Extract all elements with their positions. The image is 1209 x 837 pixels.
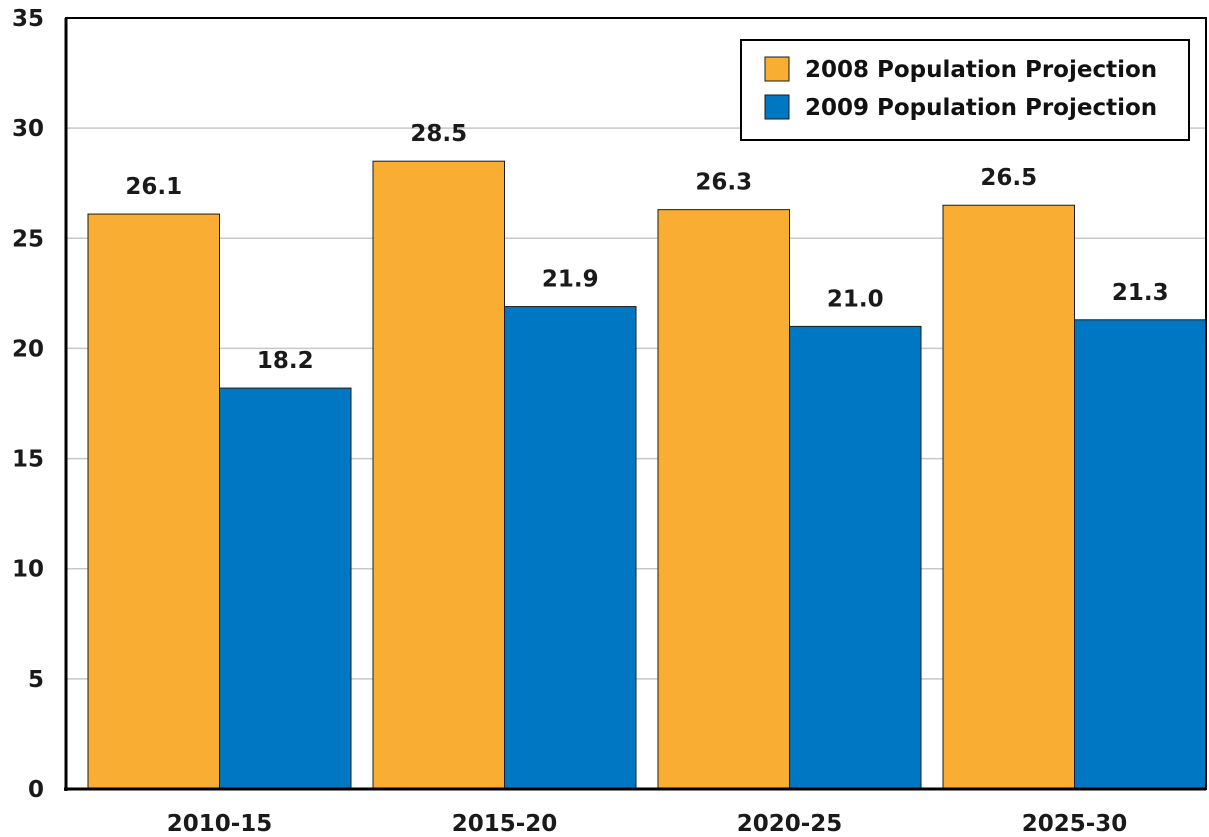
- data-label: 26.3: [695, 170, 752, 196]
- bar-series1-2010-15: [87, 213, 220, 790]
- bars: [87, 160, 1207, 790]
- y-tick-label: 5: [28, 667, 44, 693]
- bar-series1-2015-20: [372, 160, 505, 790]
- y-tick-label: 35: [12, 6, 44, 32]
- data-label: 28.5: [410, 121, 467, 147]
- legend: 2008 Population Projection 2009 Populatio…: [740, 39, 1190, 141]
- data-label: 26.5: [980, 165, 1037, 191]
- x-tick-label: 2015-20: [452, 811, 558, 837]
- legend-label: 2009 Population Projection: [805, 95, 1157, 121]
- y-tick-label: 15: [12, 447, 44, 473]
- x-tick-label: 2010-15: [167, 811, 273, 837]
- axes: [64, 17, 1207, 791]
- data-label: 21.3: [1112, 280, 1169, 306]
- bar-series2-2025-30: [1074, 319, 1207, 790]
- legend-label: 2008 Population Projection: [805, 57, 1157, 83]
- bar-series2-2010-15: [219, 387, 352, 790]
- legend-box: [740, 39, 1190, 141]
- y-tick-label: 25: [12, 226, 44, 252]
- x-tick-label: 2025-30: [1022, 811, 1128, 837]
- bar-series2-2020-25: [789, 325, 922, 790]
- x-axis-tick-labels: 2010-15 2015-20 2020-25 2025-30: [167, 811, 1128, 837]
- y-tick-label: 0: [28, 777, 44, 803]
- data-label: 21.0: [827, 286, 884, 312]
- bar-series1-2020-25: [657, 209, 790, 790]
- y-tick-label: 20: [12, 336, 44, 362]
- data-label: 21.9: [542, 267, 599, 293]
- y-tick-label: 30: [12, 116, 44, 142]
- data-label: 18.2: [257, 348, 314, 374]
- data-label: 26.1: [125, 174, 182, 200]
- y-tick-label: 10: [12, 557, 44, 583]
- legend-swatch-series2: [764, 94, 790, 120]
- legend-swatch-series1: [764, 56, 790, 82]
- value-labels: 26.1 18.2 28.5 21.9 26.3 21.0 26.5 21.3: [125, 121, 1168, 374]
- x-tick-label: 2020-25: [737, 811, 843, 837]
- y-axis-tick-labels: 0 5 10 15 20 25 30 35: [12, 6, 44, 803]
- bar-series2-2015-20: [504, 306, 637, 790]
- bar-series1-2025-30: [942, 204, 1075, 790]
